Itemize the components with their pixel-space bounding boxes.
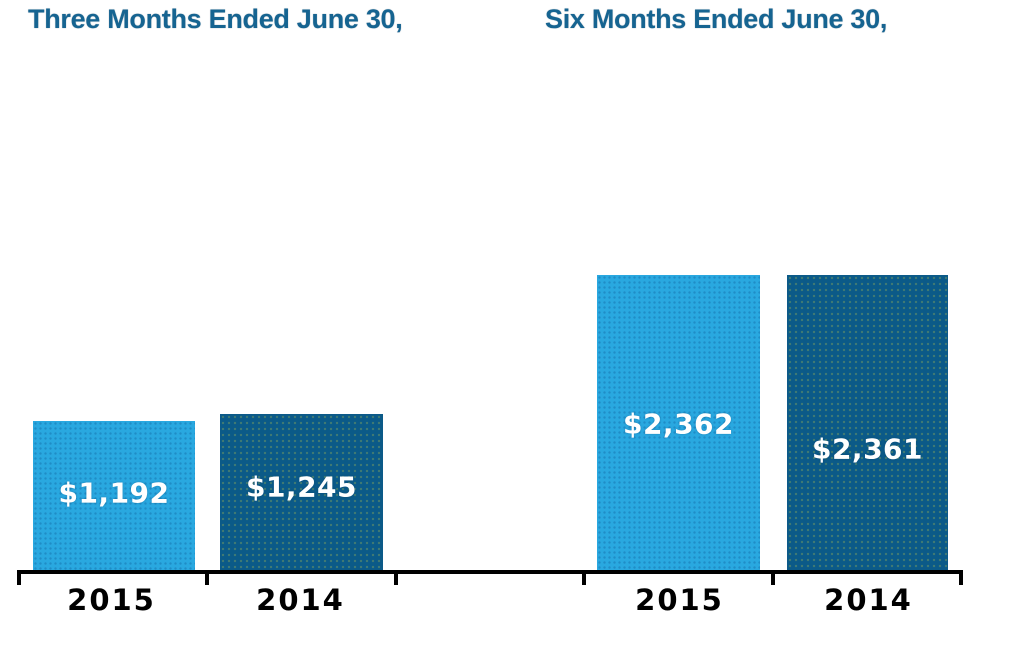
axis-tick — [771, 570, 775, 585]
axis-tick — [959, 570, 963, 585]
category-label-2014: 2014 — [256, 583, 345, 617]
bar-value-label: $1,192 — [58, 476, 170, 510]
category-label-2014: 2014 — [824, 583, 913, 617]
bar-value-label: $1,245 — [245, 470, 358, 504]
bar-six-months-2015: $2,362 — [597, 275, 760, 570]
bar-value-label: $2,361 — [811, 432, 924, 466]
category-axis-labels: 2015 2014 2015 2014 — [17, 583, 963, 623]
axis-tick — [582, 570, 586, 585]
group-title-six-months: Six Months Ended June 30, — [545, 4, 888, 34]
bar-three-months-2015: $1,192 — [33, 421, 195, 570]
bar-value-label: $2,362 — [622, 407, 735, 441]
axis-tick — [17, 570, 21, 585]
category-label-2015: 2015 — [67, 583, 156, 617]
category-label-2015: 2015 — [635, 583, 724, 617]
axis-tick — [394, 570, 398, 585]
plot-area: $1,192 $1,245 $2,362 $2,361 — [17, 220, 963, 570]
bar-six-months-2014: $2,361 — [787, 275, 948, 570]
axis-tick — [205, 570, 209, 585]
x-axis-line — [17, 570, 963, 574]
bar-three-months-2014: $1,245 — [220, 414, 383, 570]
group-title-three-months: Three Months Ended June 30, — [28, 4, 403, 34]
